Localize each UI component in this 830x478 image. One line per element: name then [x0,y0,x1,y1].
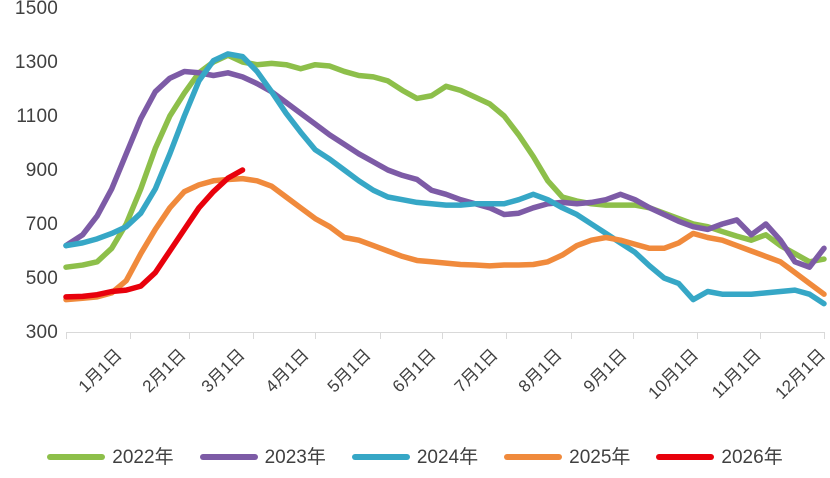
plot-area [63,8,827,332]
x-tick-mark [632,332,634,339]
x-tick-mark [252,332,254,339]
x-axis: 1月1日 2月1日 3月1日 4月1日 5月1日 6月1日 7月1日 8月1日 9月1日 10月1… [0,332,830,412]
x-tick-mark [66,332,67,339]
x-tick-mark [570,332,572,339]
x-tick-label: 10月1日 [644,345,703,403]
x-tick-mark [824,332,825,339]
x-tick-mark [379,332,381,339]
legend-label: 2022年 [112,446,174,468]
x-tick-mark [315,332,317,339]
series-line-2024年 [63,51,827,307]
x-tick-label: 9月1日 [579,345,631,397]
x-axis-line [66,332,824,333]
chart-legend: 2022年 2023年 2024年 2025年 2026年 [0,440,830,474]
legend-swatch-icon [656,454,715,460]
x-tick-label: 1月1日 [74,345,126,397]
x-tick-label: 3月1日 [197,345,249,397]
legend-item-2022年[interactable]: 2022年 [47,446,174,468]
x-tick-mark [759,332,761,339]
legend-label: 2024年 [416,446,479,468]
y-tick-label: 1500 [14,0,58,19]
series-line-2025年 [63,175,827,303]
legend-label: 2026年 [721,446,783,468]
legend-swatch-icon [199,454,258,460]
series-svg [63,51,827,307]
x-tick-label: 2月1日 [139,345,191,397]
legend-item-2024年[interactable]: 2024年 [351,446,479,468]
y-tick-label: 1300 [14,52,58,73]
y-tick-label: 700 [25,214,58,235]
legend-swatch-icon [504,454,563,460]
x-tick-label: 5月1日 [323,345,375,397]
x-tick-label: 11月1日 [708,345,766,402]
legend-item-2025年[interactable]: 2025年 [504,448,630,467]
legend-label: 2025年 [569,446,631,468]
x-tick-mark [506,332,508,339]
x-tick-label: 4月1日 [261,345,313,397]
legend-item-2023年[interactable]: 2023年 [199,446,326,468]
x-tick-label: 12月1日 [771,345,829,403]
x-tick-mark [697,332,699,339]
y-axis: 1500 1300 1100 900 700 500 300 [0,0,58,343]
legend-swatch-icon [351,454,410,460]
y-tick-label: 900 [25,160,58,181]
y-tick-label: 1100 [16,106,58,127]
x-tick-label: 7月1日 [450,345,502,397]
y-tick-label: 300 [25,322,58,343]
series-line-2023年 [63,68,827,270]
x-tick-label: 8月1日 [515,345,566,397]
series-line-2026年 [63,167,246,300]
x-tick-mark [441,332,443,339]
legend-item-2026年[interactable]: 2026年 [656,446,783,468]
legend-label: 2023年 [264,446,326,468]
x-tick-mark [188,332,190,339]
y-tick-label: 500 [25,268,58,289]
x-tick-mark [130,332,132,339]
x-tick-label: 6月1日 [388,345,440,397]
legend-swatch-icon [47,454,106,460]
